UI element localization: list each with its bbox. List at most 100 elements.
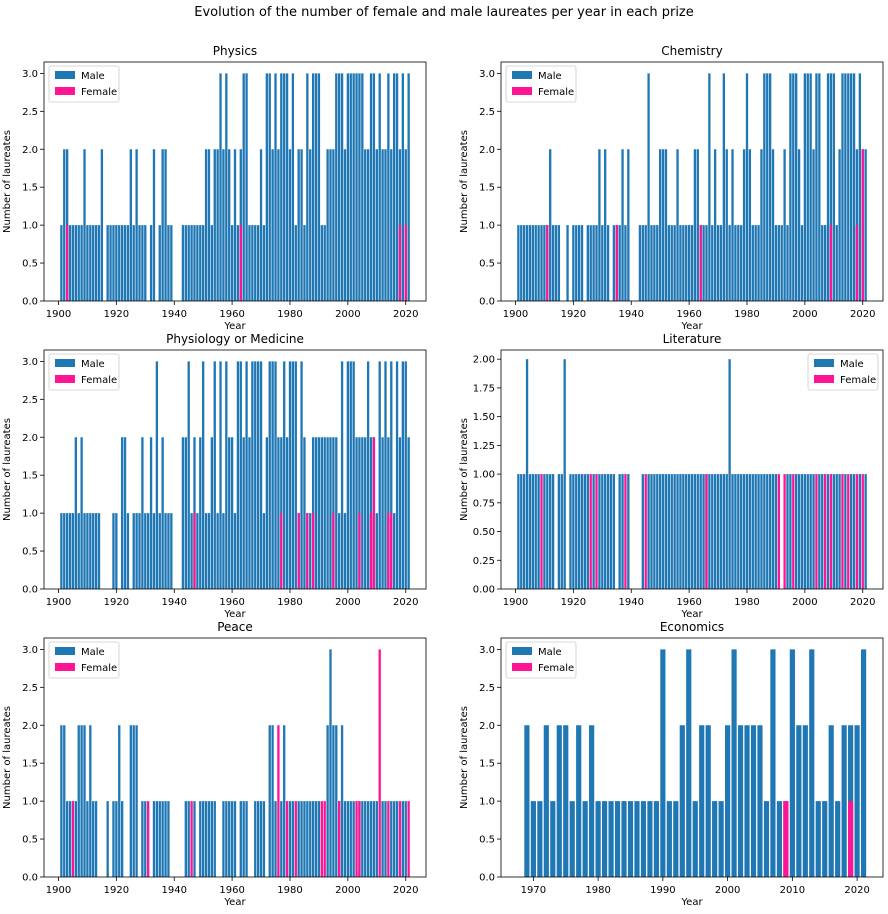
male-bar	[83, 149, 86, 301]
legend: Male Female	[505, 641, 577, 679]
male-bar	[123, 437, 127, 589]
male-bar	[311, 73, 315, 301]
male-bar	[815, 73, 818, 301]
male-bar	[147, 513, 150, 589]
male-bar	[71, 513, 75, 589]
male-bar	[115, 513, 118, 589]
y-tick-label: 0.0	[22, 873, 38, 884]
male-bar	[407, 437, 410, 589]
male-bar	[517, 474, 520, 589]
female-bar	[338, 801, 341, 877]
female-bar	[829, 474, 833, 589]
y-tick-label: 0.0	[479, 297, 495, 308]
male-bar	[659, 474, 662, 589]
female-bar	[855, 225, 859, 301]
male-bar	[288, 361, 292, 589]
female-bar	[847, 474, 850, 589]
male-bar	[213, 801, 216, 877]
legend: Male Female	[48, 65, 120, 103]
legend-swatch	[55, 87, 75, 95]
male-bar	[161, 801, 164, 877]
male-bar	[274, 361, 277, 589]
male-bar	[326, 437, 329, 589]
male-bar	[381, 149, 384, 301]
male-bar	[685, 474, 688, 589]
male-bar	[768, 474, 772, 589]
male-bar	[634, 801, 640, 877]
male-bar	[268, 73, 271, 301]
male-bar	[352, 801, 355, 877]
male-bar	[193, 225, 196, 301]
subplot-title: Literature	[663, 332, 722, 346]
male-bar	[97, 513, 101, 589]
male-bar	[802, 725, 808, 877]
subplot-title: Economics	[660, 620, 724, 634]
figure-title: Evolution of the number of female and ma…	[194, 5, 694, 20]
male-bar	[251, 361, 254, 589]
male-bar	[809, 649, 815, 877]
y-tick-label: 1.0	[479, 797, 495, 808]
male-bar	[716, 474, 720, 589]
male-bar	[395, 361, 399, 589]
male-bar	[271, 725, 274, 877]
y-tick-label: 2.0	[479, 721, 495, 732]
male-bar	[311, 801, 315, 877]
male-bar	[309, 513, 312, 589]
male-bar	[381, 801, 384, 877]
female-bar	[861, 474, 864, 589]
male-bar	[233, 801, 237, 877]
y-tick-label: 2.5	[22, 683, 38, 694]
x-tick-label: 1920	[561, 597, 586, 608]
male-bar	[109, 225, 112, 301]
male-bar	[92, 513, 95, 589]
male-bar	[670, 225, 673, 301]
male-bar	[576, 725, 582, 877]
subplot-title: Physics	[213, 44, 257, 58]
male-bar	[661, 474, 665, 589]
male-bar	[786, 225, 789, 301]
male-bar	[592, 474, 595, 589]
y-tick-label: 0.5	[22, 259, 38, 270]
legend-label: Male	[81, 71, 105, 82]
male-bar	[609, 474, 613, 589]
male-bar	[320, 437, 323, 589]
male-bar	[641, 474, 644, 589]
male-bar	[864, 474, 867, 589]
legend-label: Male	[538, 647, 562, 658]
female-bar	[823, 474, 827, 589]
legend-label: Female	[538, 87, 574, 98]
y-tick-label: 2.0	[22, 145, 38, 156]
female-bar	[147, 801, 150, 877]
male-bar	[664, 149, 668, 301]
male-bar	[638, 225, 642, 301]
male-bar	[167, 225, 170, 301]
male-bar	[734, 225, 737, 301]
male-bar	[745, 474, 749, 589]
y-tick-label: 0.0	[22, 297, 38, 308]
male-bar	[537, 801, 543, 877]
axes-frame	[43, 637, 427, 878]
male-bar	[248, 437, 251, 589]
axes-frame	[500, 61, 884, 302]
male-bar	[821, 474, 824, 589]
male-bar	[828, 725, 834, 877]
male-bar	[534, 225, 537, 301]
male-bar	[265, 437, 268, 589]
male-bar	[835, 225, 838, 301]
male-bar	[118, 725, 121, 877]
male-bar	[737, 725, 744, 877]
male-bar	[112, 513, 115, 589]
male-bar	[199, 437, 202, 589]
male-bar	[378, 361, 381, 589]
male-bar	[256, 801, 260, 877]
male-bar	[204, 149, 208, 301]
x-tick-label: 2010	[780, 885, 805, 896]
male-bar	[161, 437, 164, 589]
male-bar	[254, 361, 257, 589]
y-tick-label: 1.0	[22, 509, 38, 520]
male-bar	[170, 513, 173, 589]
male-bar	[766, 474, 769, 589]
male-bar	[722, 474, 725, 589]
x-axis-label: Year	[223, 321, 246, 332]
